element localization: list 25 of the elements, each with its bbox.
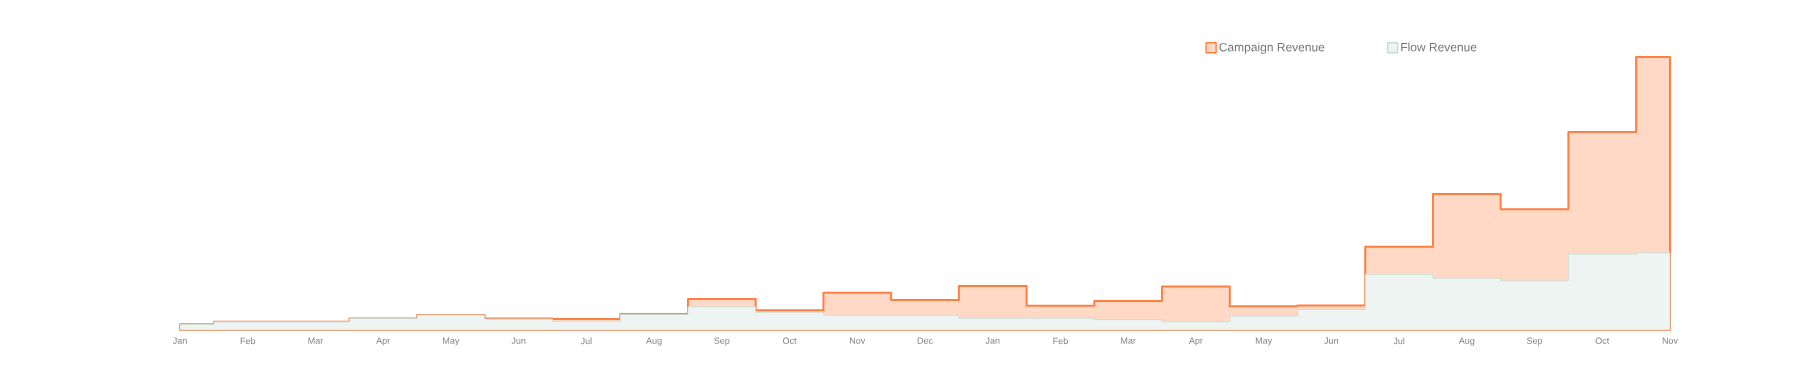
x-tick-label: Jun xyxy=(1324,337,1339,344)
x-tick-label: Nov xyxy=(850,337,866,344)
legend-label: Campaign Revenue xyxy=(1219,42,1325,54)
x-tick-label: Apr xyxy=(376,337,391,346)
x-tick-label: Nov xyxy=(1662,337,1678,344)
x-tick-label: Oct xyxy=(1595,337,1610,344)
x-tick-label: May xyxy=(443,337,460,346)
x-tick-label: Mar xyxy=(308,337,324,344)
x-tick-label: Apr xyxy=(1188,337,1203,346)
x-tick-label: Oct xyxy=(782,337,797,344)
x-tick-label: Aug xyxy=(646,337,662,346)
x-tick-label: Dec xyxy=(917,337,933,344)
x-tick-label: Sep xyxy=(1526,337,1543,346)
x-tick-label: May xyxy=(1255,337,1273,346)
x-tick-label: Feb xyxy=(1053,337,1068,345)
x-tick-label: Jun xyxy=(511,337,526,344)
x-tick-label: Jul xyxy=(1393,337,1405,345)
x-tick-label: Sep xyxy=(714,337,730,346)
x-tick-label: Jan xyxy=(985,337,1000,344)
x-tick-label: Jul xyxy=(580,337,592,345)
x-tick-label: Feb xyxy=(240,337,256,345)
x-tick-label: Aug xyxy=(1458,337,1475,346)
x-tick-label: Jan xyxy=(172,337,187,344)
legend-label: Flow Revenue xyxy=(1401,42,1477,52)
x-tick-label: Mar xyxy=(1121,337,1136,344)
